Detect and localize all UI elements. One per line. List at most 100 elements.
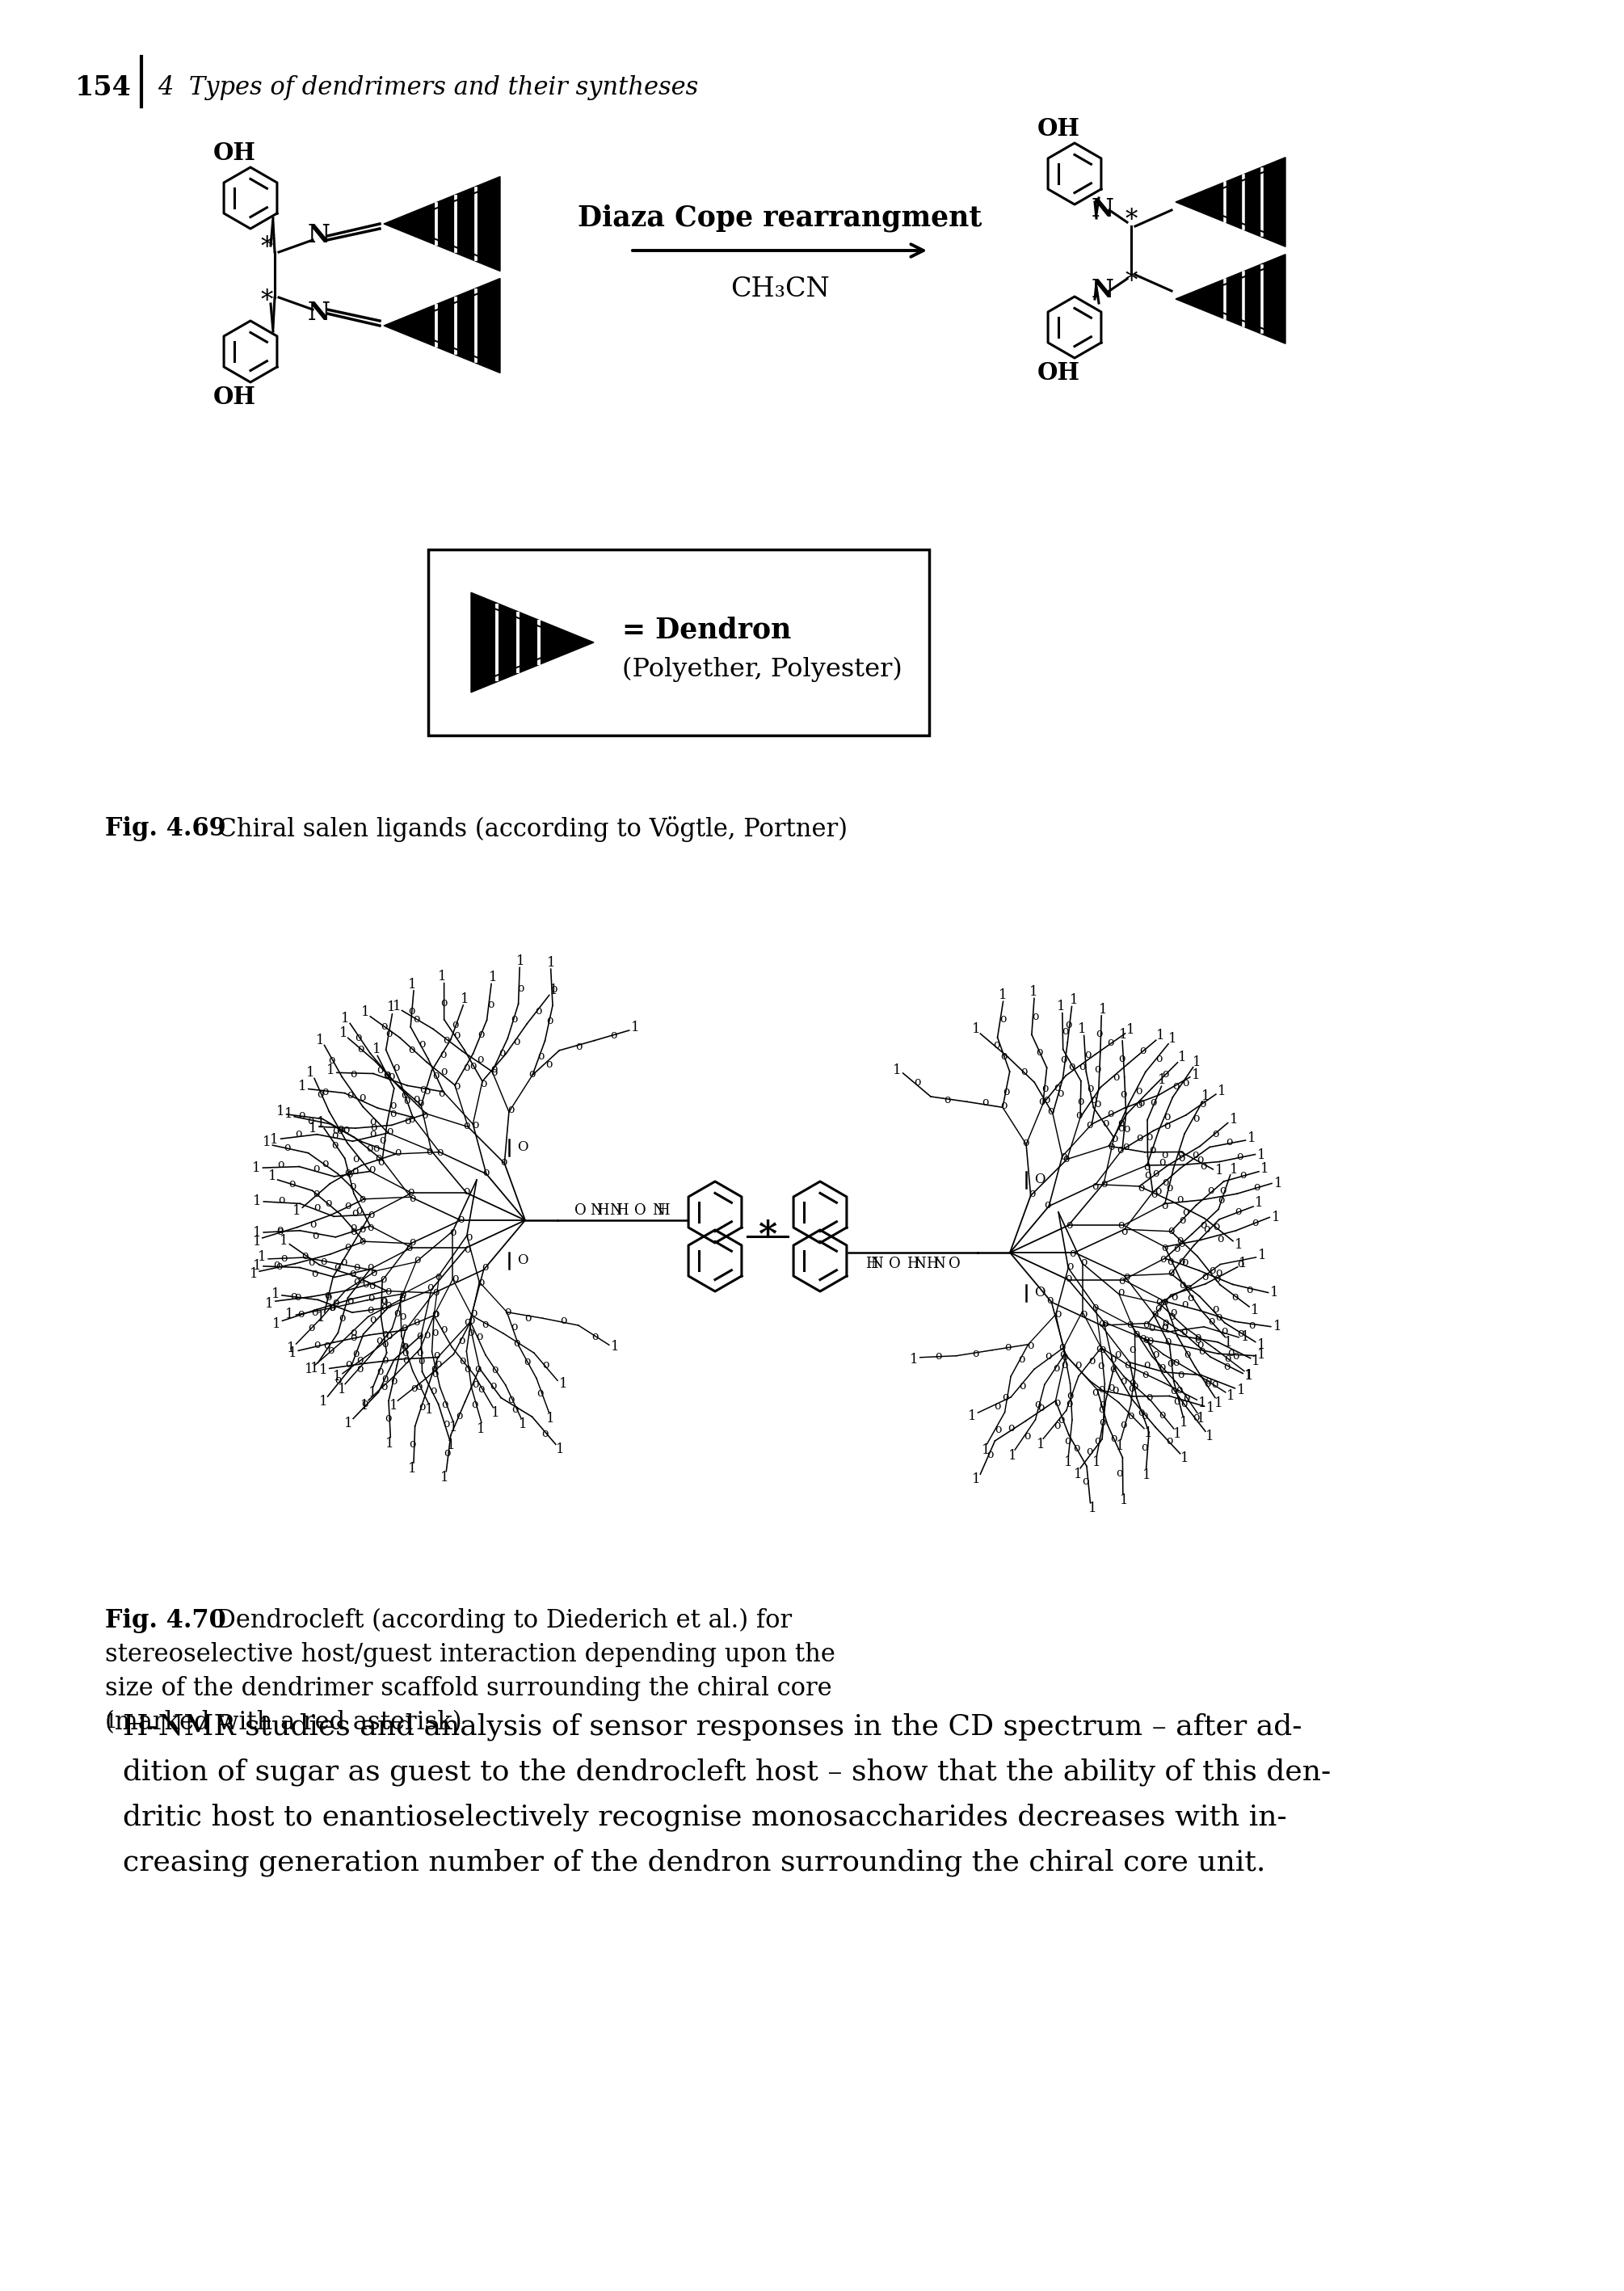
Text: 154: 154	[75, 73, 132, 101]
Text: o: o	[1096, 1343, 1103, 1354]
Text: o: o	[1200, 1100, 1207, 1109]
Text: o: o	[344, 1200, 351, 1212]
Text: o: o	[512, 1322, 518, 1333]
Text: o: o	[359, 1194, 365, 1205]
Text: o: o	[1249, 1320, 1255, 1331]
Text: O: O	[1034, 1173, 1046, 1187]
Text: o: o	[1000, 1049, 1007, 1061]
Text: 1: 1	[258, 1251, 266, 1265]
Text: o: o	[1158, 1409, 1166, 1420]
Text: o: o	[1060, 1054, 1067, 1065]
Text: o: o	[1182, 1077, 1189, 1088]
Text: o: o	[1182, 1299, 1189, 1310]
Text: o: o	[1216, 1233, 1223, 1244]
Text: o: o	[477, 1384, 484, 1395]
Text: o: o	[525, 1313, 531, 1324]
Text: o: o	[1177, 1255, 1184, 1267]
Text: o: o	[1009, 1423, 1015, 1434]
Text: o: o	[408, 1113, 414, 1125]
Text: N: N	[309, 225, 330, 247]
Text: o: o	[1205, 1375, 1212, 1386]
Text: o: o	[297, 1308, 304, 1320]
Text: o: o	[1127, 1411, 1135, 1420]
Text: o: o	[325, 1292, 331, 1301]
Text: o: o	[1150, 1146, 1156, 1155]
Text: 1: 1	[1078, 1022, 1086, 1036]
Text: o: o	[357, 1042, 364, 1054]
Text: N: N	[870, 1258, 883, 1272]
Text: 1: 1	[369, 1386, 377, 1400]
Text: o: o	[307, 1116, 313, 1127]
Text: o: o	[1143, 1320, 1150, 1331]
Text: 1: 1	[1064, 1455, 1073, 1469]
Text: o: o	[473, 1379, 479, 1391]
Text: 1: 1	[909, 1352, 918, 1365]
Text: o: o	[513, 1338, 520, 1349]
Text: o: o	[338, 1123, 344, 1134]
Text: o: o	[1101, 1317, 1108, 1329]
Text: 1: 1	[477, 1423, 486, 1436]
Text: 1: 1	[1257, 1148, 1265, 1162]
Text: 1: 1	[1179, 1416, 1189, 1430]
Text: 1: 1	[1241, 1331, 1249, 1345]
Text: o: o	[1036, 1047, 1043, 1058]
Text: o: o	[380, 1301, 387, 1313]
Text: o: o	[1171, 1292, 1177, 1301]
Text: o: o	[1200, 1162, 1207, 1173]
Text: o: o	[453, 1031, 461, 1040]
Text: 1: 1	[1234, 1237, 1242, 1251]
Text: o: o	[1018, 1354, 1025, 1365]
Text: o: o	[435, 1272, 442, 1283]
Text: o: o	[1062, 1152, 1069, 1164]
Text: 1: 1	[1218, 1086, 1226, 1100]
Text: o: o	[1095, 1063, 1101, 1074]
Text: o: o	[523, 1356, 531, 1368]
Text: o: o	[370, 1123, 377, 1134]
Text: o: o	[1252, 1217, 1259, 1228]
Text: 1: 1	[1259, 1249, 1267, 1262]
Text: Chiral salen ligands (according to Vögtle, Portner): Chiral salen ligands (according to Vögtl…	[201, 816, 848, 843]
Text: o: o	[409, 1006, 416, 1017]
Text: o: o	[409, 1237, 416, 1249]
Text: o: o	[390, 1100, 396, 1111]
Text: o: o	[359, 1223, 365, 1235]
Text: o: o	[1054, 1420, 1060, 1432]
Text: o: o	[1046, 1294, 1054, 1306]
Text: o: o	[276, 1260, 283, 1272]
Text: o: o	[398, 1292, 406, 1304]
Text: o: o	[482, 1166, 489, 1178]
Text: o: o	[1173, 1079, 1179, 1091]
Text: o: o	[417, 1356, 425, 1368]
Text: o: o	[343, 1125, 349, 1136]
Text: 1: 1	[309, 1120, 317, 1134]
Text: o: o	[1241, 1168, 1247, 1180]
Text: 1: 1	[971, 1473, 981, 1487]
Text: o: o	[432, 1070, 438, 1081]
Text: o: o	[380, 1381, 388, 1393]
Text: 1: 1	[263, 1136, 271, 1150]
Text: o: o	[1111, 1434, 1117, 1443]
Text: H: H	[596, 1203, 609, 1219]
Text: o: o	[331, 1139, 338, 1150]
Text: o: o	[1143, 1359, 1150, 1370]
Text: o: o	[500, 1157, 507, 1168]
Text: 1: 1	[387, 1001, 396, 1015]
Text: o: o	[1122, 1141, 1129, 1152]
Text: o: o	[1148, 1322, 1155, 1333]
Text: o: o	[380, 1274, 387, 1285]
Text: o: o	[1132, 1381, 1138, 1393]
Text: = Dendron: = Dendron	[622, 616, 791, 644]
Text: o: o	[973, 1347, 979, 1359]
Text: o: o	[349, 1226, 356, 1237]
Text: o: o	[281, 1253, 287, 1265]
Text: o: o	[369, 1281, 375, 1292]
Text: 1: 1	[1254, 1196, 1263, 1210]
Text: o: o	[442, 1398, 448, 1409]
Text: o: o	[1054, 1398, 1060, 1409]
Text: o: o	[351, 1166, 359, 1178]
Text: o: o	[1023, 1136, 1030, 1148]
Text: o: o	[387, 1331, 393, 1340]
Text: 1: 1	[408, 1462, 417, 1475]
Text: 1: 1	[253, 1260, 261, 1274]
Text: o: o	[1099, 1416, 1106, 1427]
